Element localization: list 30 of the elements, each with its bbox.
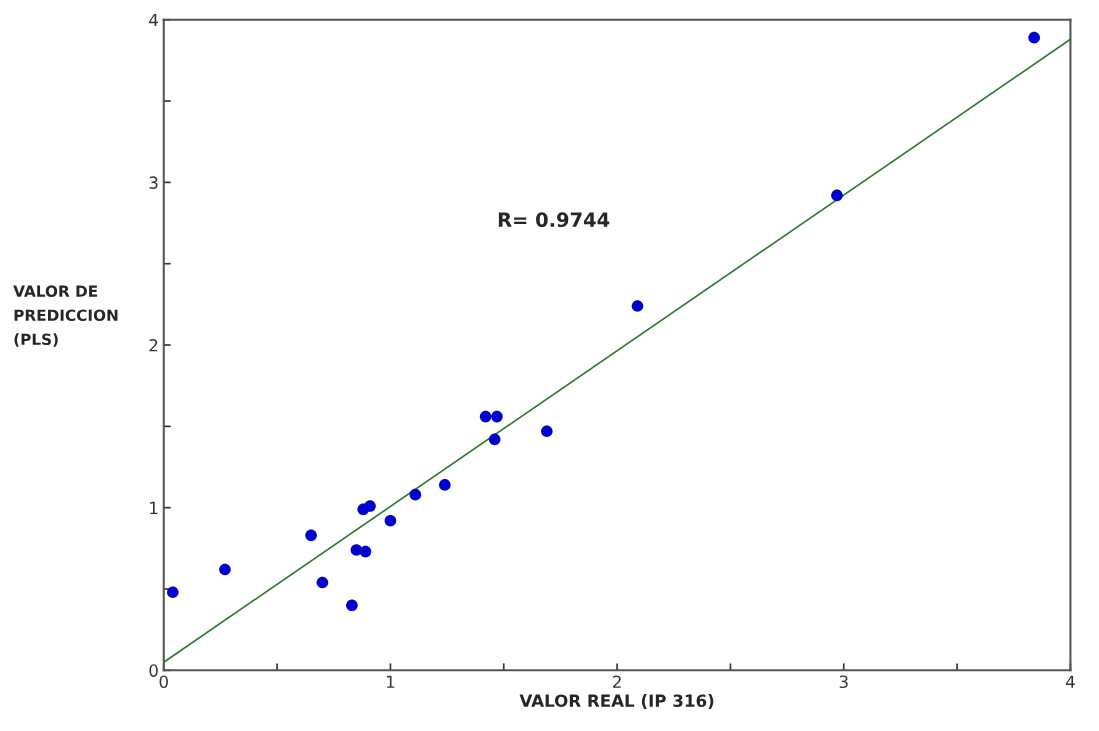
point bbox=[219, 563, 231, 576]
point bbox=[479, 410, 492, 423]
point bbox=[1028, 31, 1040, 44]
x-axis-title: VALOR REAL (IP 316) bbox=[519, 694, 714, 709]
point bbox=[305, 529, 317, 542]
point bbox=[631, 300, 644, 312]
point bbox=[409, 488, 422, 501]
y-tick-label: 4 bbox=[149, 13, 158, 27]
x-tick-label: 3 bbox=[839, 675, 848, 689]
point bbox=[384, 514, 397, 527]
y-tick-label: 2 bbox=[149, 338, 158, 352]
point bbox=[541, 425, 553, 438]
annotation: R= 0.9744 bbox=[498, 212, 610, 228]
point bbox=[364, 500, 376, 512]
point bbox=[439, 479, 451, 491]
x-tick-label: 1 bbox=[386, 675, 395, 688]
y-tick-label: 1 bbox=[150, 501, 158, 515]
point bbox=[316, 576, 329, 589]
point bbox=[346, 599, 358, 612]
y-axis-title: VALOR DE PREDICCION (PLS) bbox=[13, 285, 118, 347]
x-tick-label: 2 bbox=[613, 675, 621, 688]
x-tick-label: 4 bbox=[1065, 675, 1075, 688]
point bbox=[359, 545, 372, 558]
x-tick-label: 0 bbox=[159, 675, 168, 689]
y-tick-label: 0 bbox=[149, 664, 158, 677]
point bbox=[491, 410, 503, 423]
point bbox=[167, 586, 179, 599]
point bbox=[831, 189, 843, 202]
point bbox=[488, 433, 501, 446]
y-tick-label: 3 bbox=[149, 176, 158, 189]
